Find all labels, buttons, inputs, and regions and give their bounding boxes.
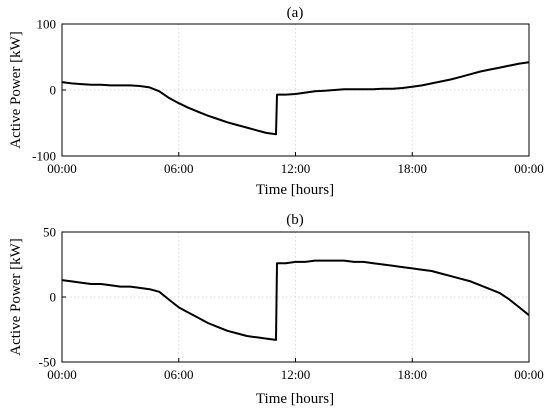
x-tick-label: 00:00 [47,161,77,176]
y-tick-label: 0 [50,290,57,305]
chart-panel-a: (a) -100 0 100 00:00 06:00 12:00 18:00 00:00 T… [8,5,544,198]
x-tick-label: 06:00 [164,161,194,176]
chart-panel-b: (b) -50 0 50 00:00 06:00 12:00 18:00 00:00 Tim… [8,212,544,407]
x-tick-label: 06:00 [164,367,194,382]
y-tick-label: 100 [37,17,57,32]
y-tick-label: -50 [39,355,56,370]
x-tick-label: 18:00 [397,367,427,382]
x-tick-label: 12:00 [281,161,311,176]
chart-title: (a) [287,5,304,21]
y-axis: -50 0 50 [39,225,66,370]
x-axis-label: Time [hours] [256,182,334,198]
grid [62,24,529,156]
x-tick-label: 18:00 [397,161,427,176]
y-tick-label: 50 [43,225,56,240]
series-line [61,259,530,341]
y-tick-label: -100 [32,149,56,164]
x-axis-label: Time [hours] [256,391,334,407]
x-tick-label: 00:00 [514,367,544,382]
y-axis-label: Active Power [kW] [8,31,24,148]
x-tick-label: 00:00 [47,367,77,382]
y-axis-label: Active Power [kW] [8,238,24,355]
x-axis: 00:00 06:00 12:00 18:00 00:00 [47,358,544,382]
x-axis: 00:00 06:00 12:00 18:00 00:00 [47,152,544,176]
grid [62,232,529,362]
x-tick-label: 12:00 [281,367,311,382]
x-tick-label: 00:00 [514,161,544,176]
series-line [61,61,530,136]
y-tick-label: 0 [50,83,57,98]
chart-title: (b) [286,212,304,228]
y-axis: -100 0 100 [32,17,66,164]
